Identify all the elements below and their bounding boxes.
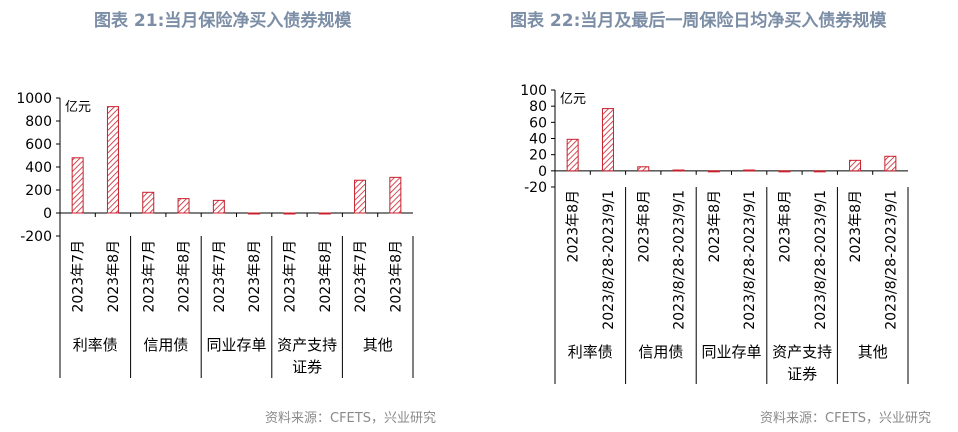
y-tick-label: 80 [529,99,547,115]
bar [672,169,685,172]
group-label: 资产支持 [277,336,337,354]
y-tick-label: 20 [529,148,547,164]
group-label: 其他 [363,336,393,354]
y-tick-label: 200 [25,183,52,199]
y-tick-label: 400 [25,160,52,176]
x-category-label: 2023年8月 [318,240,334,313]
y-tick-label: 600 [25,137,52,153]
group-label: 利率债 [73,336,118,354]
bar [318,212,331,215]
x-category-label: 2023/8/28-2023/9/1 [742,190,758,330]
y-unit-label: 亿元 [65,100,91,115]
bar [354,179,367,214]
bar [849,159,862,172]
group-label: 信用债 [143,336,188,354]
x-category-label: 2023年8月 [636,190,652,263]
group-label: 利率债 [568,343,613,361]
bar [566,138,579,172]
bar [177,198,190,214]
bar [248,212,261,215]
y-tick-label: 1000 [16,91,52,107]
bar [707,170,720,173]
bar [212,199,225,214]
x-category-label: 2023年7月 [71,240,87,313]
y-tick-label: -200 [20,229,52,245]
bar [813,170,826,173]
bar [601,108,614,172]
bar [637,166,650,172]
group-label: 同业存单 [701,343,761,361]
x-category-label: 2023年8月 [777,190,793,263]
x-category-label: 2023年7月 [353,240,369,313]
bar [389,176,402,214]
x-category-label: 2023年8月 [247,240,263,313]
x-category-label: 2023/8/28-2023/9/1 [813,190,829,330]
y-tick-label: 0 [43,206,52,222]
x-category-label: 2023年7月 [141,240,157,313]
group-label: 其他 [858,343,888,361]
source-note-right: 资料来源：CFETS，兴业研究 [760,411,931,426]
group-label: 资产支持 [772,343,832,361]
x-category-label: 2023年7月 [212,240,228,313]
x-category-label: 2023年8月 [566,190,582,263]
x-category-label: 2023年8月 [707,190,723,263]
group-label: 证券 [292,358,322,376]
y-unit-label: 亿元 [560,92,586,107]
bar-chart-left: -200 0 200 400 600 800 1000 亿元 2023年7月 2023年8月 202… [16,91,414,378]
bar [283,212,296,215]
bar [743,169,756,172]
bar [142,191,155,214]
y-tick-label: 100 [520,83,547,99]
y-tick-label: 800 [25,114,52,130]
bar [71,157,84,214]
source-note-left: 资料来源：CFETS，兴业研究 [265,411,436,426]
x-category-label: 2023年8月 [388,240,404,313]
bar [884,155,897,172]
y-tick-label: 0 [538,164,547,180]
group-label: 信用债 [638,343,683,361]
x-category-label: 2023年7月 [282,240,298,313]
y-tick-label: 60 [529,115,547,131]
chart-title-left: 图表 21:当月保险净买入债券规模 [94,11,352,31]
x-category-label: 2023年8月 [177,240,193,313]
x-category-label: 2023年8月 [106,240,122,313]
group-label: 证券 [787,365,817,383]
x-category-label: 2023年8月 [848,190,864,263]
bar [778,170,791,173]
chart-title-right: 图表 22:当月及最后一周保险日均净买入债券规模 [510,11,887,31]
x-category-label: 2023/8/28-2023/9/1 [883,190,899,330]
x-category-label: 2023/8/28-2023/9/1 [672,190,688,330]
group-label: 同业存单 [206,336,266,354]
bar [106,106,119,214]
x-category-label: 2023/8/28-2023/9/1 [601,190,617,330]
y-tick-label: -20 [524,180,547,196]
y-tick-label: 40 [529,132,547,148]
